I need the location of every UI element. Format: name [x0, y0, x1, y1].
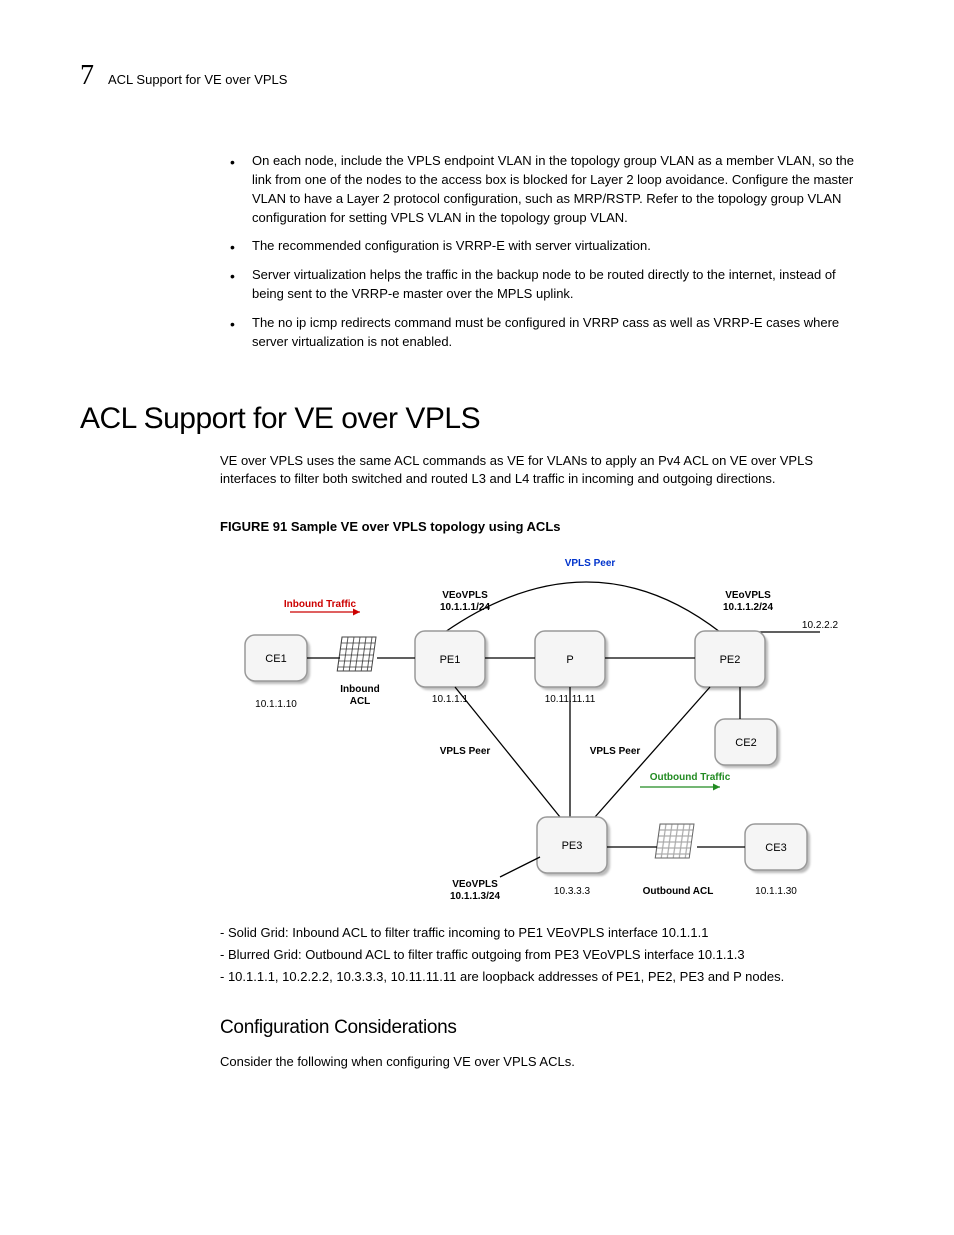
veovpls1-ip: 10.1.1.1/24 [440, 602, 490, 613]
inbound-acl-label-1: Inbound [340, 684, 379, 695]
legend-line: - Blurred Grid: Outbound ACL to filter t… [220, 944, 874, 966]
node-ce3-label: CE3 [765, 842, 786, 854]
bullet-item: The no ip icmp redirects command must be… [230, 314, 864, 352]
outbound-traffic-label: Outbound Traffic [650, 772, 731, 783]
figure-diagram: VPLS Peer VEoVPLS 10.1.1.1/24 VEoVPLS 10… [220, 552, 860, 912]
chapter-number: 7 [80, 60, 94, 92]
section-heading: ACL Support for VE over VPLS [80, 402, 874, 436]
legend-line: - 10.1.1.1, 10.2.2.2, 10.3.3.3, 10.11.11… [220, 966, 874, 988]
veovpls1-label: VEoVPLS [442, 590, 488, 601]
vpls-peer-left-label: VPLS Peer [440, 746, 491, 757]
ip-10-2-2-2: 10.2.2.2 [802, 620, 839, 631]
running-title: ACL Support for VE over VPLS [108, 72, 287, 87]
legend-line: - Solid Grid: Inbound ACL to filter traf… [220, 922, 874, 944]
veovpls2-label: VEoVPLS [725, 590, 771, 601]
page-header: 7 ACL Support for VE over VPLS [80, 60, 874, 92]
bullet-item: The recommended configuration is VRRP-E … [230, 237, 864, 256]
figure-caption: FIGURE 91 Sample VE over VPLS topology u… [220, 519, 874, 534]
bullet-item: Server virtualization helps the traffic … [230, 266, 864, 304]
veovpls2-ip: 10.1.1.2/24 [723, 602, 773, 613]
veovpls3-label: VEoVPLS [452, 879, 498, 890]
outbound-acl-label: Outbound ACL [643, 886, 714, 897]
node-pe2-label: PE2 [720, 654, 741, 666]
inbound-acl-label-2: ACL [350, 696, 371, 707]
node-pe3-label: PE3 [562, 840, 583, 852]
node-p-label: P [566, 654, 573, 666]
ip-10-1-1-10: 10.1.1.10 [255, 699, 297, 710]
node-ce1-label: CE1 [265, 653, 286, 665]
bullet-list: On each node, include the VPLS endpoint … [230, 152, 864, 352]
vpls-peer-right-label: VPLS Peer [590, 746, 641, 757]
vpls-peer-top-label: VPLS Peer [565, 558, 616, 569]
figure-legend: - Solid Grid: Inbound ACL to filter traf… [220, 922, 874, 988]
ip-10-1-1-1: 10.1.1.1 [432, 694, 469, 705]
section-intro: VE over VPLS uses the same ACL commands … [220, 452, 864, 490]
ip-10-3-3-3: 10.3.3.3 [554, 886, 591, 897]
node-pe1-label: PE1 [440, 654, 461, 666]
figure-caption-text: Sample VE over VPLS topology using ACLs [291, 519, 561, 534]
subsection-heading: Configuration Considerations [220, 1017, 874, 1039]
veovpls3-ip: 10.1.1.3/24 [450, 891, 500, 902]
inbound-traffic-label: Inbound Traffic [284, 599, 357, 610]
node-ce2-label: CE2 [735, 737, 756, 749]
bullet-item: On each node, include the VPLS endpoint … [230, 152, 864, 227]
figure-label: FIGURE 91 [220, 519, 287, 534]
ip-10-1-1-30: 10.1.1.30 [755, 886, 797, 897]
subsection-intro: Consider the following when configuring … [220, 1053, 864, 1072]
